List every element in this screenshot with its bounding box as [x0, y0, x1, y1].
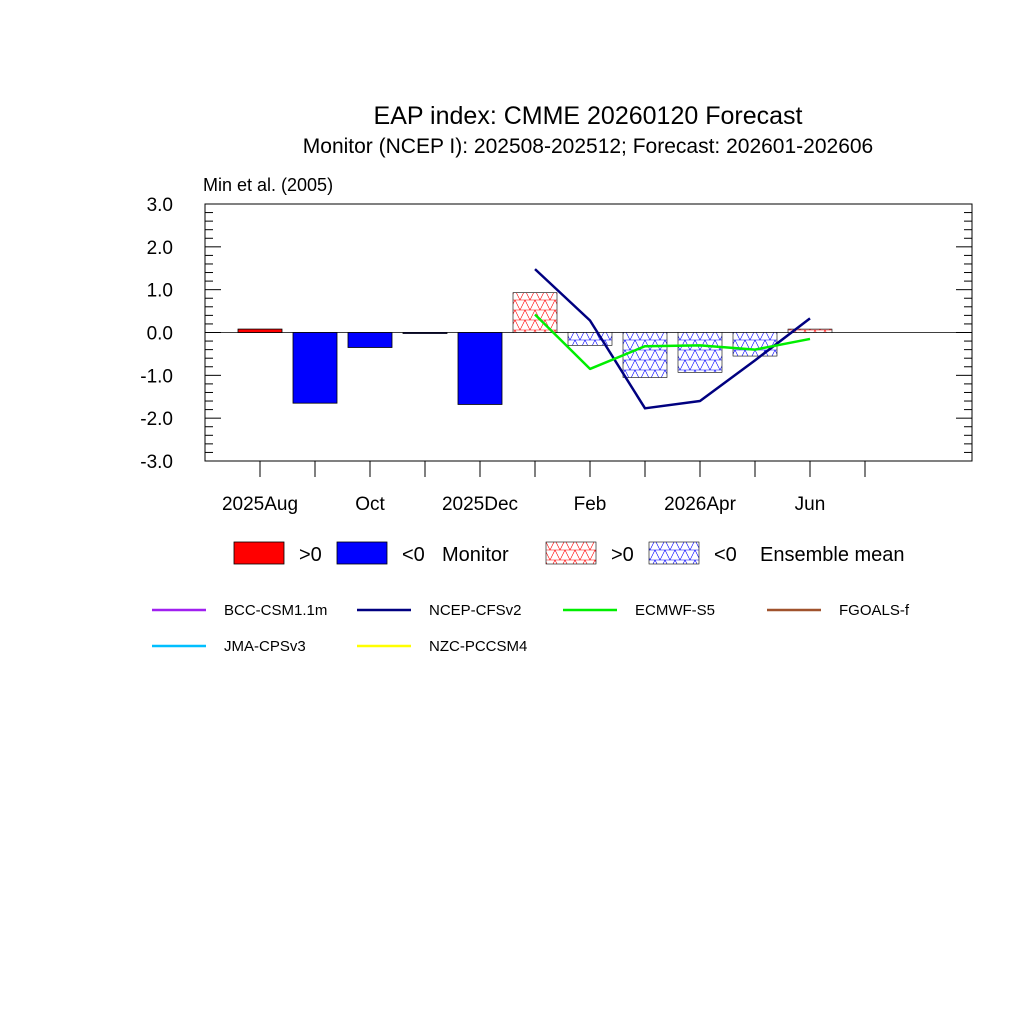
ensemble-bar-2026May: [732, 332, 778, 357]
ensemble-bar-2026Feb: [567, 332, 613, 346]
y-tick-label: -1.0: [140, 366, 173, 387]
y-tick-label: 0.0: [147, 324, 173, 345]
model-label-bcc-csm1-1m: BCC-CSM1.1m: [224, 602, 327, 619]
y-tick-label: 2.0: [147, 238, 173, 259]
monitor-bar-2025Aug: [237, 328, 283, 333]
chart-subtitle: Monitor (NCEP I): 202508-202512; Forecas…: [303, 135, 873, 158]
ensemble-bar-2026Jan: [512, 292, 558, 333]
monitor-bar-2025Sep: [292, 332, 338, 404]
model-label-fgoals-f: FGOALS-f: [839, 602, 910, 619]
monitor-bar-2025Dec: [457, 332, 503, 405]
legend-monitor-negative-label: <0: [402, 544, 425, 566]
plot-area: 3.0 2.0 1.0 0.0 -1.0 -2.0 -3.0 2025Aug Oct 2025De…: [140, 195, 973, 515]
legend-monitor-negative-swatch: [336, 541, 388, 565]
ensemble-bar-2026Mar: [622, 332, 668, 378]
legend-ensemble-positive-swatch: [545, 541, 597, 565]
ensemble-bar-2026Jun: [787, 328, 833, 333]
legend-ensemble-label: Ensemble mean: [760, 544, 905, 566]
model-label-ecmwf-s5: ECMWF-S5: [635, 602, 715, 619]
model-label-ncep-cfsv2: NCEP-CFSv2: [429, 602, 522, 619]
chart-title: EAP index: CMME 20260120 Forecast: [374, 102, 803, 130]
legend-monitor-positive-swatch: [233, 541, 285, 565]
legend-ensemble-negative-swatch: [648, 541, 700, 565]
y-tick-label: 3.0: [147, 195, 173, 216]
model-label-nzc-pccsm4: NZC-PCCSM4: [429, 638, 527, 655]
x-tick-label: 2025Aug: [222, 494, 298, 515]
x-tick-label: 2026Apr: [664, 494, 737, 515]
x-tick-label: 2025Dec: [442, 494, 518, 515]
series-line-ecmwf-s5: [534, 313, 811, 371]
ensemble-bar-2026Apr: [677, 332, 723, 373]
y-tick-label: 1.0: [147, 281, 173, 302]
chart-note: Min et al. (2005): [203, 175, 333, 195]
x-tick-label: Oct: [355, 494, 385, 515]
y-tick-label: -2.0: [140, 409, 173, 430]
legend-monitor-positive-label: >0: [299, 544, 322, 566]
series-line-ncep-cfsv2: [534, 268, 811, 410]
legend-monitor-label: Monitor: [442, 544, 509, 566]
legend: >0 <0 Monitor >0 <0 Ensemble mean: [233, 541, 905, 566]
monitor-bar-2025Nov: [402, 332, 448, 334]
y-tick-label: -3.0: [140, 452, 173, 473]
legend-ensemble-negative-label: <0: [714, 544, 737, 566]
x-tick-label: Feb: [574, 494, 607, 515]
model-label-jma-cpsv3: JMA-CPSv3: [224, 638, 306, 655]
legend-ensemble-positive-label: >0: [611, 544, 634, 566]
monitor-bar-2025Oct: [347, 332, 393, 348]
model-legend: BCC-CSM1.1m NCEP-CFSv2 ECMWF-S5 FGOALS-f JMA…: [152, 602, 910, 655]
x-tick-label: Jun: [795, 494, 826, 515]
